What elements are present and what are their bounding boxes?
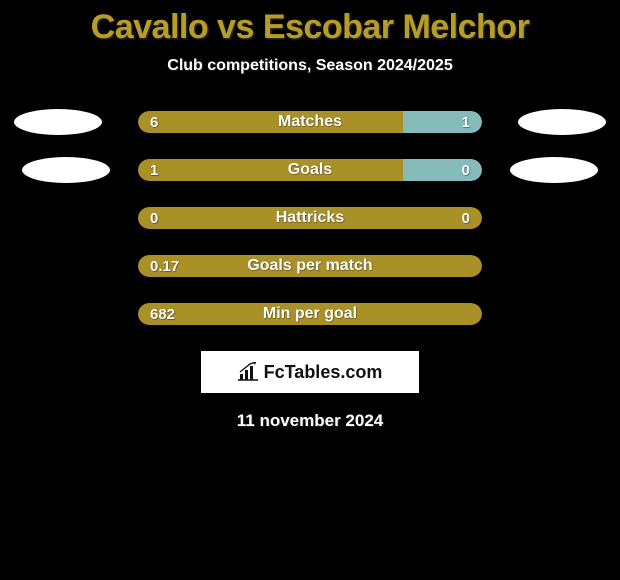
stat-bar-right	[403, 159, 482, 181]
stat-row: 0.17Goals per match	[0, 255, 620, 277]
stat-value-left: 0.17	[150, 255, 179, 277]
stat-row: 00Hattricks	[0, 207, 620, 229]
stat-bar: 10Goals	[138, 159, 482, 181]
stat-value-right: 1	[462, 111, 470, 133]
stat-row: 10Goals	[0, 159, 620, 181]
stat-value-left: 6	[150, 111, 158, 133]
logo: FcTables.com	[238, 362, 383, 383]
stat-bar-left	[138, 159, 403, 181]
avatar-right	[510, 157, 598, 183]
stat-bar: 00Hattricks	[138, 207, 482, 229]
stat-bar: 682Min per goal	[138, 303, 482, 325]
stat-bar: 0.17Goals per match	[138, 255, 482, 277]
stat-value-right: 0	[462, 159, 470, 181]
logo-text: FcTables.com	[264, 362, 383, 383]
stat-rows: 61Matches10Goals00Hattricks0.17Goals per…	[0, 111, 620, 325]
stat-value-left: 682	[150, 303, 175, 325]
stat-bar-left	[138, 207, 482, 229]
avatar-right	[518, 109, 606, 135]
avatar-left	[14, 109, 102, 135]
stat-value-left: 0	[150, 207, 158, 229]
logo-box: FcTables.com	[201, 351, 419, 393]
stat-value-right: 0	[462, 207, 470, 229]
subtitle: Club competitions, Season 2024/2025	[0, 57, 620, 75]
stat-bar: 61Matches	[138, 111, 482, 133]
avatar-left	[22, 157, 110, 183]
stat-bar-right	[403, 111, 482, 133]
stat-bar-left	[138, 255, 482, 277]
stat-bar-left	[138, 111, 403, 133]
stat-bar-left	[138, 303, 482, 325]
page-title: Cavallo vs Escobar Melchor	[0, 0, 620, 47]
chart-icon	[238, 362, 260, 382]
stat-row: 61Matches	[0, 111, 620, 133]
date-label: 11 november 2024	[0, 411, 620, 431]
stat-row: 682Min per goal	[0, 303, 620, 325]
stat-value-left: 1	[150, 159, 158, 181]
